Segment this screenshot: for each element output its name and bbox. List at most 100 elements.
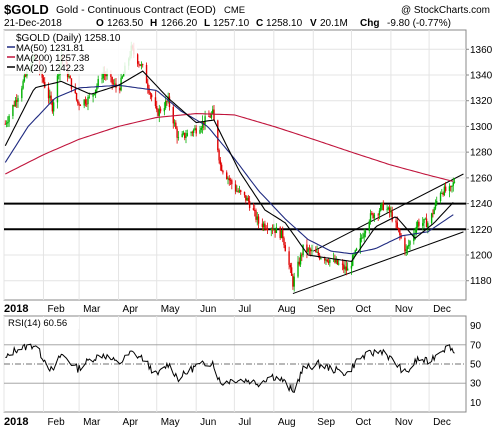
candle [395,216,397,229]
trend-line [313,173,464,252]
candle [186,129,188,137]
candle-body [299,254,302,265]
candle-body [293,276,295,287]
candle [56,73,59,109]
candle [270,227,272,237]
candle-body [422,223,424,226]
rsi-axis: 10 30 50 70 90 [470,321,482,409]
candle-body [372,213,374,219]
candle-body [345,266,348,271]
rsi-tick-label: 30 [470,379,482,390]
candle-body [47,87,50,99]
candle-body [380,204,382,211]
candle [444,181,447,193]
candle-body [119,87,121,91]
candle-body [450,186,452,188]
rsi-month-label: Mar [83,417,101,428]
candle-body [102,72,104,79]
price-month-label: Sep [317,304,335,315]
candle [359,232,362,254]
candle [140,61,143,70]
candle-body [433,208,435,215]
candle [325,258,327,265]
candle [200,125,202,133]
candle [345,260,348,276]
candle [210,111,213,120]
candle-body [181,133,183,138]
candle [368,219,370,234]
candle-body [195,128,197,134]
candle-body [387,207,390,210]
candle [299,252,302,268]
rsi-tick-label: 90 [470,321,482,332]
candle-body [147,83,149,89]
candle [372,212,374,220]
rsi-month-label: Sep [317,417,335,428]
candle-body [452,182,454,186]
candle [452,177,454,192]
candle [423,218,425,229]
candle [439,191,442,204]
candle-body [236,190,238,192]
candle [373,212,376,222]
candle-body [149,93,152,95]
candle [236,185,238,193]
candle [326,259,328,263]
candle [363,228,365,242]
candle-body [194,128,196,130]
candle-body [164,100,167,109]
candle [190,131,192,137]
candle-body [240,190,242,192]
candle [441,188,443,195]
candle-body [112,83,115,85]
candle [243,191,246,198]
candle-body [248,201,251,209]
candle [298,257,300,267]
candle-body [425,218,428,228]
candle [231,178,233,190]
candle-body [69,76,71,79]
candle [371,210,373,216]
candle-body [320,258,322,260]
candle [451,185,453,193]
candle [156,100,158,113]
candle [266,222,269,235]
candle [139,64,141,67]
candle-body [254,210,256,211]
candle-body [325,259,327,261]
candle [288,246,290,270]
candle [380,203,382,212]
low-label: L [204,18,210,29]
candle-body [243,191,246,196]
candle [175,120,177,130]
candle-body [280,230,283,239]
candle-body [74,88,76,93]
rsi-reference-lines [4,344,466,384]
candle-body [87,97,89,105]
symbol: $GOLD [4,2,49,17]
change-label: Chg [360,18,379,29]
candle [201,115,204,134]
candle [79,104,82,106]
price-tick-label: 1320 [470,96,493,107]
candle [96,83,98,94]
price-legend-box [5,31,137,74]
rsi-tick-label: 10 [470,398,482,409]
candle-body [388,207,391,213]
exchange: CME [224,5,245,16]
price-month-label: 2018 [4,303,28,315]
candle [154,91,157,109]
candle-body [275,227,278,234]
candle [240,189,242,195]
candle-body [24,75,27,77]
candle-body [13,105,15,106]
candle-body [310,249,312,252]
price-tick-label: 1220 [470,225,493,236]
price-month-label: Aug [278,304,296,315]
price-month-label: Jul [238,304,251,315]
candle-body [50,95,52,102]
candle [47,82,50,104]
candle-body [266,228,269,231]
candle-body [324,258,326,261]
candle-body [257,216,260,224]
